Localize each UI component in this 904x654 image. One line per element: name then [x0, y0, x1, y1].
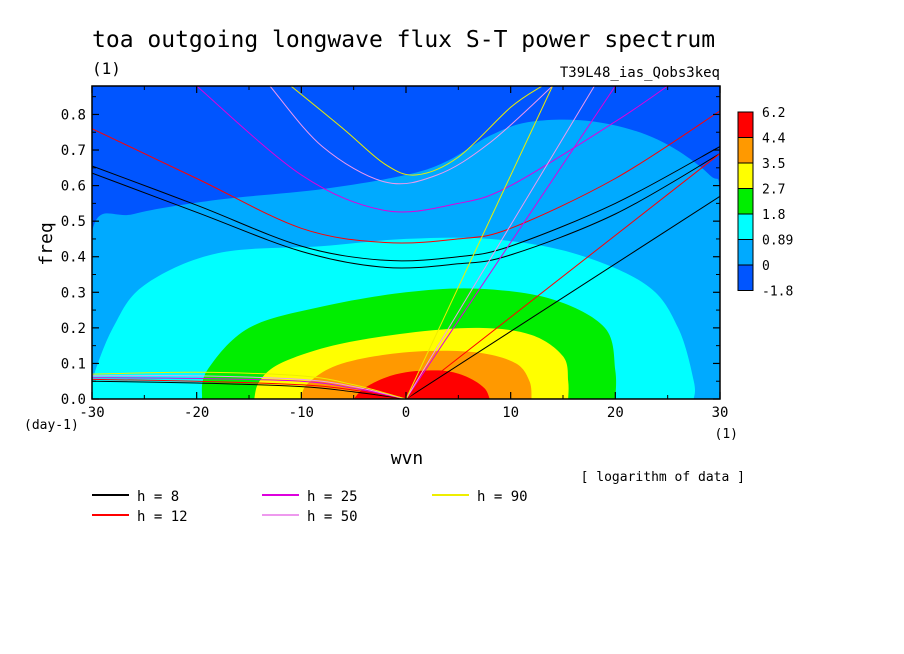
colorbar-swatch: [737, 111, 754, 138]
dispersion-curve-2-mrg: [196, 86, 668, 213]
plot-area: [92, 86, 720, 399]
x-axis-label: wvn: [391, 448, 424, 469]
colorbar: 6.2 4.4 3.5 2.7 1.8 0.89 0 -1.8: [737, 106, 793, 300]
dispersion-curve-3-mrg: [269, 86, 553, 185]
y-tick-label: 0.8: [61, 107, 86, 123]
y-axis: 0.0 0.1 0.2 0.3 0.4 0.5 0.6 0.7 0.8: [61, 96, 720, 408]
contour-fills: [92, 119, 720, 399]
colorbar-note: [ logarithm of data ]: [581, 470, 745, 485]
colorbar-label: 6.2: [762, 106, 785, 121]
colorbar-label: 3.5: [762, 157, 785, 172]
y-axis-label: freq: [36, 222, 57, 265]
colorbar-swatch: [737, 162, 754, 189]
colorbar-label: 1.8: [762, 208, 785, 223]
x-tick-label: 10: [502, 405, 519, 421]
colorbar-swatch: [737, 188, 754, 215]
y-tick-label: 0.4: [61, 250, 86, 266]
dispersion-curve-4-kelvin: [405, 86, 553, 399]
dispersion-curve-4-er: [92, 371, 407, 399]
y-tick-label: 0.1: [61, 356, 86, 372]
dispersion-curve-0-mrg: [92, 153, 720, 269]
dispersion-curve-0-kelvin: [405, 195, 720, 399]
y-axis-units: (day-1): [24, 418, 79, 433]
colorbar-label: 0.89: [762, 234, 793, 249]
title-units: (1): [92, 59, 121, 78]
dispersion-curve-2-er: [92, 377, 407, 399]
legend: h = 8 h = 12 h = 25 h = 50 h = 90: [92, 489, 528, 525]
colorbar-swatch: [737, 137, 754, 164]
y-tick-label: 0.7: [61, 143, 86, 159]
colorbar-label: -1.8: [762, 285, 793, 300]
legend-label: h = 50: [307, 509, 358, 525]
x-tick-label: 20: [607, 405, 624, 421]
x-tick-label: -10: [289, 405, 314, 421]
legend-label: h = 8: [137, 489, 179, 505]
colorbar-label: 2.7: [762, 183, 785, 198]
y-tick-label: 0.2: [61, 321, 86, 337]
legend-label: h = 25: [307, 489, 358, 505]
y-tick-label: 0.6: [61, 179, 86, 195]
chart-title: toa outgoing longwave flux S-T power spe…: [92, 27, 715, 53]
colorbar-swatch: [737, 264, 754, 291]
colorbar-swatch: [737, 239, 754, 266]
dispersion-curve-0-er: [92, 380, 407, 399]
x-tick-label: -20: [184, 405, 209, 421]
contour-fill-6.2: [353, 370, 490, 399]
colorbar-swatch: [737, 213, 754, 240]
y-tick-label: 0.5: [61, 214, 86, 230]
x-tick-label: -30: [79, 405, 104, 421]
dispersion-curve-2-kelvin: [405, 86, 616, 399]
legend-label: h = 90: [477, 489, 528, 505]
legend-label: h = 12: [137, 509, 188, 525]
y-tick-label: 0.3: [61, 285, 86, 301]
colorbar-label: 0: [762, 259, 770, 274]
dispersion-curves: [92, 86, 720, 399]
x-tick-label: 0: [402, 405, 410, 421]
chart-subtitle: T39L48_ias_Qobs3keq: [560, 65, 720, 81]
dispersion-curve-3-kelvin: [405, 86, 595, 399]
dispersion-curve-1-mrg: [92, 110, 720, 244]
colorbar-label: 4.4: [762, 132, 786, 147]
dispersion-curve-3-er: [92, 375, 407, 399]
x-axis: -30 -20 -10 0 10 20 30: [79, 86, 728, 421]
dispersion-curve-0-ig: [92, 146, 720, 262]
x-axis-units: (1): [715, 427, 738, 442]
dispersion-curve-1-kelvin: [405, 153, 720, 399]
dispersion-curve-1-er: [92, 378, 407, 399]
x-tick-label: 30: [712, 405, 729, 421]
y-tick-label: 0.0: [61, 392, 86, 408]
dispersion-curve-4-mrg: [290, 86, 543, 176]
